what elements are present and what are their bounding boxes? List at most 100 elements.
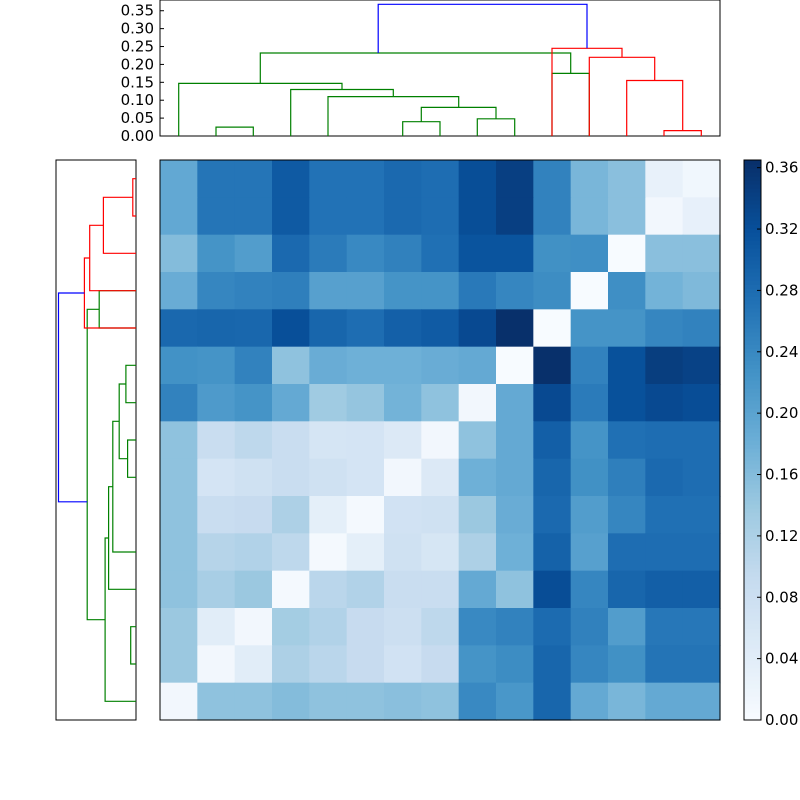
heatmap-cell [533, 570, 572, 609]
colorbar-segment [744, 164, 761, 169]
heatmap-cell [458, 421, 497, 460]
colorbar-segment [744, 616, 761, 621]
colorbar-segment [744, 200, 761, 205]
heatmap-cell [197, 496, 236, 534]
heatmap-cell [234, 197, 273, 236]
heatmap-cell [346, 309, 385, 348]
colorbar-segment [744, 404, 761, 409]
colorbar-segment [744, 576, 761, 581]
colorbar-segment [744, 160, 761, 165]
heatmap-cell [421, 496, 460, 534]
colorbar-segment [744, 304, 761, 309]
colorbar-segment [744, 400, 761, 405]
heatmap-cell [458, 533, 497, 572]
heatmap-cell [496, 421, 534, 460]
heatmap-cell [533, 160, 572, 198]
colorbar-segment [744, 700, 761, 705]
colorbar-segment [744, 520, 761, 525]
top-dendrogram-tick-label: 0.30 [121, 20, 154, 38]
colorbar-segment [744, 300, 761, 305]
heatmap-cell [197, 458, 236, 497]
top-dendrogram-tick-label: 0.00 [121, 127, 154, 145]
heatmap-cell [272, 645, 310, 684]
heatmap-cell [682, 533, 721, 572]
left-dendrogram [55, 159, 137, 721]
heatmap-cell [533, 533, 572, 572]
heatmap-cell [608, 570, 646, 609]
heatmap-cell [458, 309, 497, 348]
colorbar: 0.00 0.04 0.08 0.12 0.16 0.20 0.24 0.28 0.32 0.36 [743, 159, 798, 729]
left-dendrogram-link [57, 292, 88, 503]
heatmap-cell [384, 421, 422, 460]
heatmap-cell [272, 234, 310, 273]
heatmap-cell [346, 645, 385, 684]
heatmap-cell [197, 309, 236, 348]
heatmap-cell [160, 346, 198, 385]
heatmap-cell [682, 682, 721, 721]
heatmap-cell [645, 384, 684, 422]
heatmap-cell [458, 272, 497, 310]
colorbar-frame [743, 159, 762, 721]
heatmap-cell [533, 272, 572, 310]
heatmap-cell [272, 682, 310, 721]
heatmap-cell [234, 682, 273, 721]
colorbar-segment [744, 624, 761, 629]
colorbar-segment [744, 248, 761, 253]
colorbar-segment [744, 716, 761, 721]
top-dendrogram-tick-label: 0.25 [121, 38, 154, 56]
heatmap-cell [234, 421, 273, 460]
heatmap-cell [608, 682, 646, 721]
heatmap-cell [160, 421, 198, 460]
colorbar-segment [744, 528, 761, 533]
heatmap-cell [645, 458, 684, 497]
colorbar-segment [744, 544, 761, 549]
heatmap-cell [309, 234, 348, 273]
heatmap-cell [570, 160, 609, 198]
colorbar-segment [744, 440, 761, 445]
colorbar-segment [744, 612, 761, 617]
heatmap-cell [309, 533, 348, 572]
colorbar-segment [744, 608, 761, 613]
heatmap-cell [234, 346, 273, 385]
colorbar-tick-label: 0.28 [765, 281, 798, 299]
heatmap-cell [533, 384, 572, 422]
heatmap-cell [533, 309, 572, 348]
left-dendrogram-frame [55, 159, 137, 721]
heatmap-cell [533, 682, 572, 721]
heatmap-cell [309, 197, 348, 236]
heatmap-cell [645, 570, 684, 609]
heatmap-cell [272, 496, 310, 534]
heatmap-cell [346, 682, 385, 721]
heatmap-cell [682, 608, 721, 646]
heatmap-cell [496, 384, 534, 422]
colorbar-segment [744, 360, 761, 365]
heatmap-cell [234, 570, 273, 609]
colorbar-segment [744, 572, 761, 577]
colorbar-segment [744, 600, 761, 605]
colorbar-segment [744, 420, 761, 425]
heatmap-cell [533, 346, 572, 385]
colorbar-segment [744, 176, 761, 181]
heatmap-cell [272, 570, 310, 609]
heatmap-cell [458, 682, 497, 721]
heatmap-cell [533, 197, 572, 236]
colorbar-segment [744, 552, 761, 557]
colorbar-segment [744, 712, 761, 717]
heatmap-cell [421, 197, 460, 236]
colorbar-segment [744, 424, 761, 429]
heatmap-cell [197, 645, 236, 684]
heatmap-cell [272, 384, 310, 422]
colorbar-segment [744, 208, 761, 213]
heatmap-cell [384, 682, 422, 721]
colorbar-segment [744, 236, 761, 241]
colorbar-segment [744, 480, 761, 485]
heatmap-cell [496, 458, 534, 497]
heatmap-cell [458, 570, 497, 609]
colorbar-segment [744, 492, 761, 497]
heatmap-cell [234, 384, 273, 422]
colorbar-segment [744, 392, 761, 397]
colorbar-segment [744, 352, 761, 357]
colorbar-segment [744, 336, 761, 341]
top-dendrogram-tick-label: 0.10 [121, 91, 154, 109]
